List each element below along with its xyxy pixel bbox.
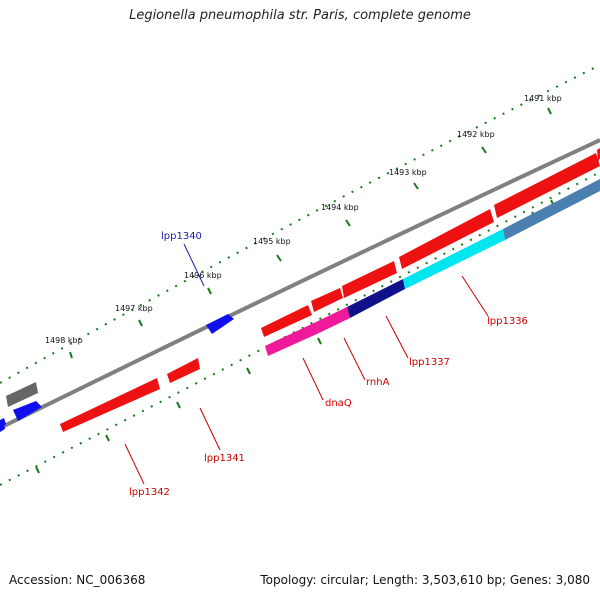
gene-label-dnaQ: dnaQ bbox=[325, 398, 352, 409]
gene-forward[interactable] bbox=[597, 148, 600, 162]
tick-label: 1498 kbp bbox=[45, 336, 83, 345]
tick-label: 1492 kbp bbox=[457, 130, 495, 139]
gene-label-lpp1337: lpp1337 bbox=[409, 357, 450, 368]
genome-summary-text: Topology: circular; Length: 3,503,610 bp… bbox=[260, 573, 590, 587]
tick-label: 1495 kbp bbox=[253, 237, 291, 246]
gene-reverse[interactable] bbox=[0, 419, 5, 432]
genome-backbone bbox=[0, 138, 600, 430]
gene-lpp1341[interactable] bbox=[167, 358, 200, 383]
accession-text: Accession: NC_006368 bbox=[9, 573, 146, 587]
gene-forward[interactable] bbox=[311, 288, 343, 312]
gene-reverse[interactable] bbox=[503, 179, 600, 240]
gene-forward[interactable] bbox=[342, 261, 397, 298]
map-title: Legionella pneumophila str. Paris, compl… bbox=[129, 8, 471, 23]
tick-label: 1493 kbp bbox=[389, 168, 427, 177]
gene-forward[interactable] bbox=[399, 209, 494, 269]
label-leader-lines bbox=[124, 243, 489, 485]
gene-dnaQ[interactable] bbox=[265, 322, 319, 356]
tick-labels: 1491 kbp 1492 kbp 1493 kbp 1494 kbp 1495… bbox=[45, 94, 562, 345]
tick-label: 1496 kbp bbox=[184, 271, 222, 280]
gene-forward[interactable] bbox=[13, 401, 42, 421]
tick-label: 1491 kbp bbox=[524, 94, 562, 103]
gene-forward[interactable] bbox=[494, 153, 600, 218]
gene-forward[interactable] bbox=[261, 305, 312, 337]
gene-label-lpp1342: lpp1342 bbox=[129, 487, 170, 498]
reverse-strand-genes[interactable] bbox=[0, 179, 600, 432]
forward-strand-genes[interactable] bbox=[0, 148, 600, 430]
gene-labels: lpp1340 lpp1336 lpp1337 rnhA dnaQ lpp134… bbox=[129, 231, 528, 498]
gene-lpp1337[interactable] bbox=[347, 279, 405, 318]
outer-tick-track bbox=[0, 64, 600, 384]
gene-label-lpp1336: lpp1336 bbox=[487, 316, 528, 327]
gene-lpp1340[interactable] bbox=[206, 314, 234, 334]
gene-label-lpp1340: lpp1340 bbox=[161, 231, 202, 242]
gene-lpp1342[interactable] bbox=[60, 378, 160, 432]
tick-label: 1494 kbp bbox=[321, 203, 359, 212]
gene-rnhA[interactable] bbox=[316, 307, 350, 333]
gene-pseudogene[interactable] bbox=[6, 382, 38, 407]
gene-label-rnhA: rnhA bbox=[366, 377, 390, 388]
gene-lpp1336[interactable] bbox=[403, 229, 505, 289]
tick-label: 1497 kbp bbox=[115, 304, 153, 313]
gene-label-lpp1341: lpp1341 bbox=[204, 453, 245, 464]
